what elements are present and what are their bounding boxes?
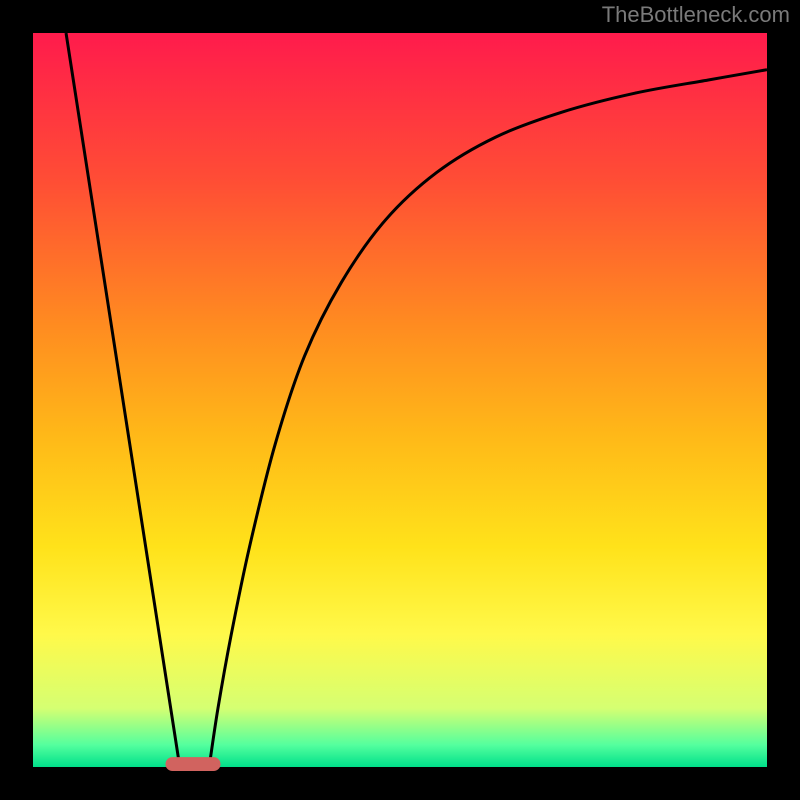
chart-canvas [0,0,800,800]
bottleneck-chart: TheBottleneck.com [0,0,800,800]
optimal-marker [165,757,220,771]
plot-background [33,33,767,767]
